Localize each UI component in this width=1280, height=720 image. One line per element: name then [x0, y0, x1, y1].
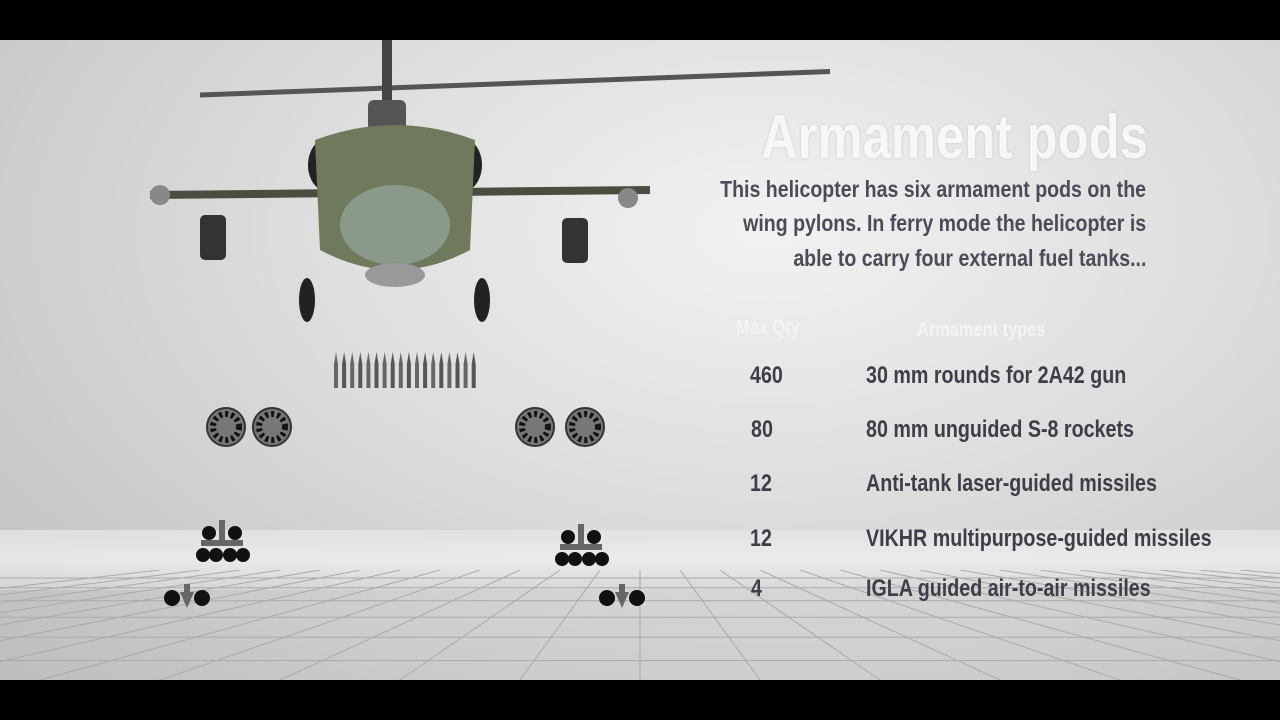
cartridge [398, 352, 403, 388]
cartridge [471, 352, 476, 388]
ammo-belt-icon [334, 352, 476, 388]
header-max-qty: Max Qty [736, 317, 800, 339]
cartridge [439, 352, 444, 388]
cartridge [406, 352, 411, 388]
cartridge [463, 352, 468, 388]
cartridge [350, 352, 355, 388]
qty-cell: 4 [751, 575, 762, 602]
type-cell: 30 mm rounds for 2A42 gun [866, 362, 1127, 389]
qty-cell: 460 [750, 362, 783, 389]
cartridge [334, 352, 338, 388]
cartridge [382, 352, 387, 388]
cartridge [423, 352, 428, 388]
cartridge [366, 352, 371, 388]
type-cell: IGLA guided air-to-air missiles [866, 575, 1151, 602]
type-cell: VIKHR multipurpose-guided missiles [866, 525, 1212, 552]
qty-cell: 80 [751, 416, 773, 443]
cartridge [390, 352, 395, 388]
description-line: wing pylons. In ferry mode the helicopte… [742, 210, 1146, 236]
cartridge [374, 352, 379, 388]
header-armament-types: Armament types [917, 319, 1046, 341]
cartridge [447, 352, 452, 388]
aa-missile-icons [164, 584, 645, 608]
description-line: This helicopter has six armament pods on… [720, 176, 1146, 202]
qty-cell: 12 [750, 470, 772, 497]
cartridge [342, 352, 347, 388]
rocket-pod-icons [206, 407, 605, 447]
description-line: able to carry four external fuel tanks..… [792, 245, 1146, 271]
cartridge [431, 352, 436, 388]
cartridge [455, 352, 460, 388]
missile-rack-icons [196, 520, 609, 566]
helicopter-image [149, 40, 830, 322]
cartridge [415, 352, 419, 388]
video-frame: Armament pods This helicopter has six ar… [0, 40, 1280, 680]
page-title: Armament pods [760, 103, 1148, 172]
qty-cell: 12 [750, 525, 772, 552]
type-cell: Anti-tank laser-guided missiles [866, 470, 1157, 497]
type-cell: 80 mm unguided S-8 rockets [866, 416, 1134, 443]
cartridge [358, 352, 363, 388]
